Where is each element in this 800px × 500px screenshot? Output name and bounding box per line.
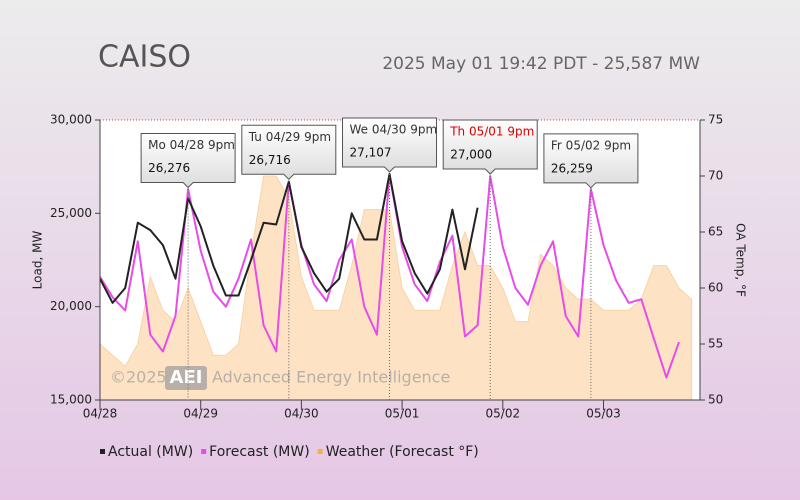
callout-value: 26,259	[551, 161, 593, 175]
legend-swatch	[201, 449, 207, 454]
watermark-year: ©2025	[110, 368, 167, 387]
y-tick-label: 30,000	[50, 113, 92, 127]
y2-tick-label: 50	[708, 393, 723, 407]
chart-subtitle: 2025 May 01 19:42 PDT - 25,587 MW	[382, 54, 700, 74]
callout-label: Th 05/01 9pm	[449, 125, 534, 139]
callout-label: Fr 05/02 9pm	[551, 138, 631, 152]
watermark-logo-box	[165, 366, 207, 390]
legend-label: Actual (MW)	[108, 444, 193, 460]
x-tick-label: 05/03	[586, 407, 621, 421]
chart-title: CAISO	[98, 40, 191, 75]
callout-label: We 04/30 9pm	[350, 123, 438, 137]
legend-label: Forecast (MW)	[209, 444, 310, 460]
callout-value: 27,107	[350, 146, 392, 160]
callout-box	[442, 119, 538, 175]
watermark-name: Advanced Energy Intelligence	[212, 368, 450, 387]
callout-box	[543, 133, 639, 189]
legend-swatch	[317, 449, 323, 454]
weather-area	[100, 175, 693, 400]
legend-label: Weather (Forecast °F)	[326, 444, 479, 460]
y2-tick-label: 65	[708, 225, 723, 239]
watermark: ©2025 AEI Advanced Energy Intelligence	[110, 366, 450, 390]
callout-value: 27,000	[450, 148, 492, 162]
x-tick-label: 05/02	[486, 407, 521, 421]
y2-tick-label: 70	[708, 169, 723, 183]
y-axis-label: Load, MW	[31, 231, 45, 290]
x-tick-label: 04/29	[183, 407, 218, 421]
x-tick-label: 04/30	[284, 407, 319, 421]
callout-box	[241, 124, 337, 181]
y2-tick-label: 60	[708, 281, 723, 295]
x-tick-label: 05/01	[385, 407, 420, 421]
y2-tick-label: 75	[708, 113, 723, 127]
callout-label: Mo 04/28 9pm	[148, 138, 235, 152]
y-tick-label: 15,000	[50, 393, 92, 407]
overlay: 15,000 20,000 25,000 30,000 50 55 60 65 70 75 04/2…	[50, 113, 723, 461]
callout-box	[140, 133, 236, 189]
callout-value: 26,276	[148, 161, 190, 175]
x-tick-label: 04/28	[83, 407, 118, 421]
callout-label: Tu 04/29 9pm	[248, 130, 331, 144]
y-tick-label: 20,000	[50, 299, 92, 313]
y2-tick-label: 55	[708, 337, 723, 351]
legend-swatch	[100, 449, 105, 454]
y2-axis-label: OA Temp, °F	[734, 223, 748, 297]
callout-value: 26,716	[249, 153, 291, 167]
callout-box	[342, 117, 438, 173]
series-layer	[100, 175, 693, 400]
watermark-logo: AEI	[170, 367, 203, 388]
y-tick-label: 25,000	[50, 206, 92, 220]
